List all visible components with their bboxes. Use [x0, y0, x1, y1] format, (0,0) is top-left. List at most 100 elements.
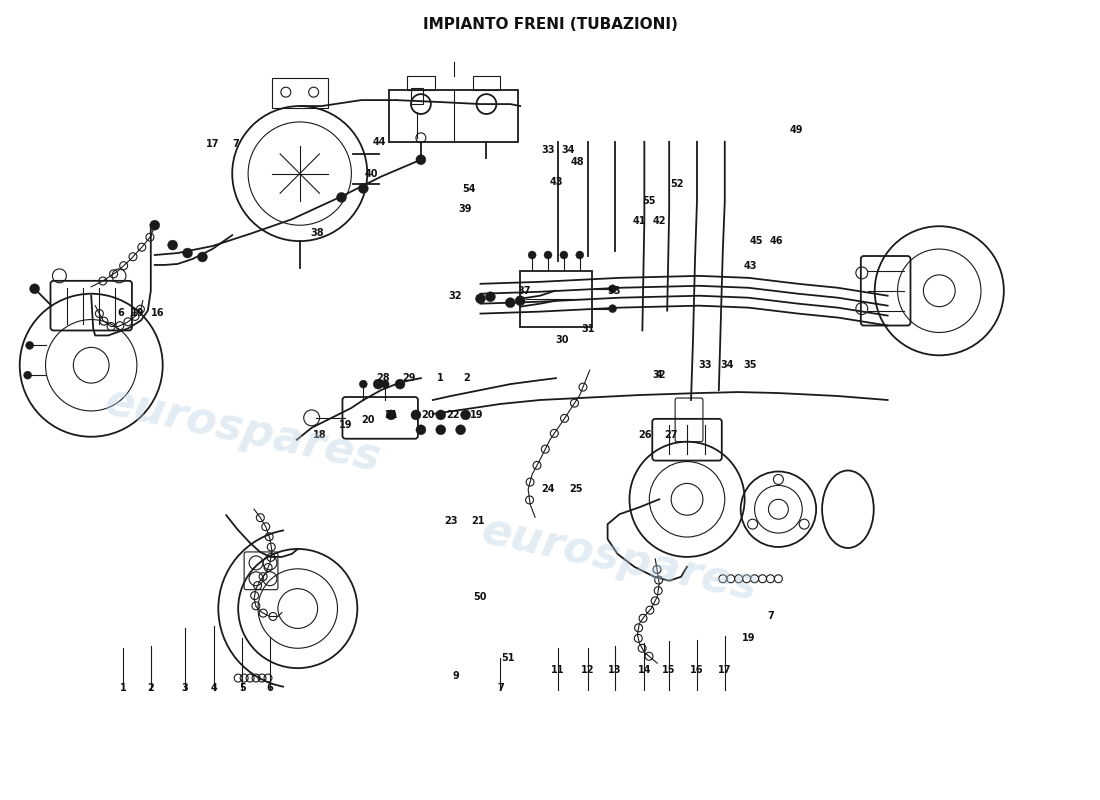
Text: 9: 9 [452, 671, 459, 681]
Text: 21: 21 [472, 516, 485, 526]
Text: 55: 55 [642, 196, 656, 206]
Text: 51: 51 [502, 653, 515, 663]
Text: 32: 32 [652, 370, 666, 380]
Text: 17: 17 [206, 138, 219, 149]
Text: 43: 43 [549, 177, 563, 186]
Circle shape [505, 298, 515, 308]
Bar [272, 78, 328, 108]
Text: 35: 35 [744, 360, 757, 370]
Text: 39: 39 [459, 204, 472, 214]
Text: 7: 7 [767, 611, 773, 622]
Circle shape [198, 252, 208, 262]
Circle shape [575, 251, 584, 259]
Text: 43: 43 [744, 261, 757, 271]
Text: 37: 37 [517, 286, 531, 296]
Text: 6: 6 [118, 308, 124, 318]
Circle shape [436, 410, 446, 420]
Circle shape [416, 425, 426, 434]
Text: 2: 2 [463, 373, 470, 383]
Circle shape [30, 284, 40, 294]
Circle shape [395, 379, 405, 389]
Text: 45: 45 [750, 236, 763, 246]
Text: 20: 20 [421, 410, 434, 420]
Circle shape [359, 183, 369, 194]
Circle shape [386, 410, 396, 420]
Text: 28: 28 [376, 373, 390, 383]
Circle shape [183, 248, 192, 258]
Bar [473, 76, 500, 90]
Text: 30: 30 [556, 335, 569, 346]
Circle shape [608, 305, 616, 313]
Text: 17: 17 [718, 665, 732, 675]
Text: 19: 19 [131, 308, 144, 318]
Circle shape [373, 379, 383, 389]
Text: 1: 1 [438, 373, 444, 383]
Text: 24: 24 [541, 484, 554, 494]
Text: 19: 19 [470, 410, 483, 420]
Circle shape [24, 371, 32, 379]
Text: 21: 21 [384, 410, 398, 420]
Circle shape [461, 410, 471, 420]
Circle shape [515, 296, 525, 306]
Circle shape [485, 292, 495, 302]
Text: 12: 12 [581, 665, 594, 675]
Circle shape [455, 425, 465, 434]
Text: eurospares: eurospares [100, 379, 384, 480]
Text: 6: 6 [266, 683, 273, 693]
Text: 4: 4 [656, 370, 662, 380]
Text: 4: 4 [211, 683, 218, 693]
Text: 22: 22 [446, 410, 460, 420]
Text: 5: 5 [239, 683, 245, 693]
Circle shape [360, 380, 367, 388]
Text: 16: 16 [690, 665, 704, 675]
Text: 7: 7 [497, 683, 504, 693]
Text: 1: 1 [120, 683, 127, 693]
Circle shape [382, 380, 389, 388]
Text: 33: 33 [541, 145, 554, 154]
Circle shape [150, 220, 160, 230]
Text: 42: 42 [652, 216, 666, 226]
Text: 23: 23 [444, 516, 458, 526]
Text: 54: 54 [462, 185, 475, 194]
Text: 26: 26 [639, 430, 652, 440]
Bar [407, 76, 434, 90]
Circle shape [475, 294, 485, 304]
Text: 44: 44 [373, 137, 386, 147]
Text: 41: 41 [632, 216, 646, 226]
Text: 48: 48 [571, 157, 584, 166]
Text: 7: 7 [233, 138, 240, 149]
Text: 13: 13 [608, 665, 622, 675]
Circle shape [25, 342, 34, 350]
Circle shape [167, 240, 177, 250]
Text: 16: 16 [151, 308, 165, 318]
Circle shape [544, 251, 552, 259]
Text: 46: 46 [770, 236, 783, 246]
Circle shape [416, 154, 426, 165]
Text: 3: 3 [182, 683, 188, 693]
Text: 40: 40 [364, 169, 378, 178]
Circle shape [528, 251, 536, 259]
Circle shape [560, 251, 568, 259]
Bar [520, 271, 592, 326]
Text: 53: 53 [607, 286, 620, 296]
Text: 19: 19 [339, 420, 352, 430]
Text: 25: 25 [569, 484, 583, 494]
Text: 15: 15 [662, 665, 675, 675]
Circle shape [608, 285, 616, 293]
Text: 52: 52 [670, 178, 684, 189]
Text: 49: 49 [790, 125, 803, 135]
Bar [411, 88, 422, 104]
Text: 34: 34 [561, 145, 574, 154]
Circle shape [411, 410, 421, 420]
Text: 2: 2 [147, 683, 154, 693]
Text: 34: 34 [720, 360, 734, 370]
Text: 20: 20 [362, 415, 375, 425]
Text: 31: 31 [581, 323, 594, 334]
Bar [389, 90, 518, 142]
Text: 14: 14 [638, 665, 651, 675]
Text: 32: 32 [448, 290, 461, 301]
Circle shape [337, 193, 346, 202]
Text: eurospares: eurospares [477, 509, 761, 609]
Text: 27: 27 [664, 430, 678, 440]
Text: 33: 33 [698, 360, 712, 370]
